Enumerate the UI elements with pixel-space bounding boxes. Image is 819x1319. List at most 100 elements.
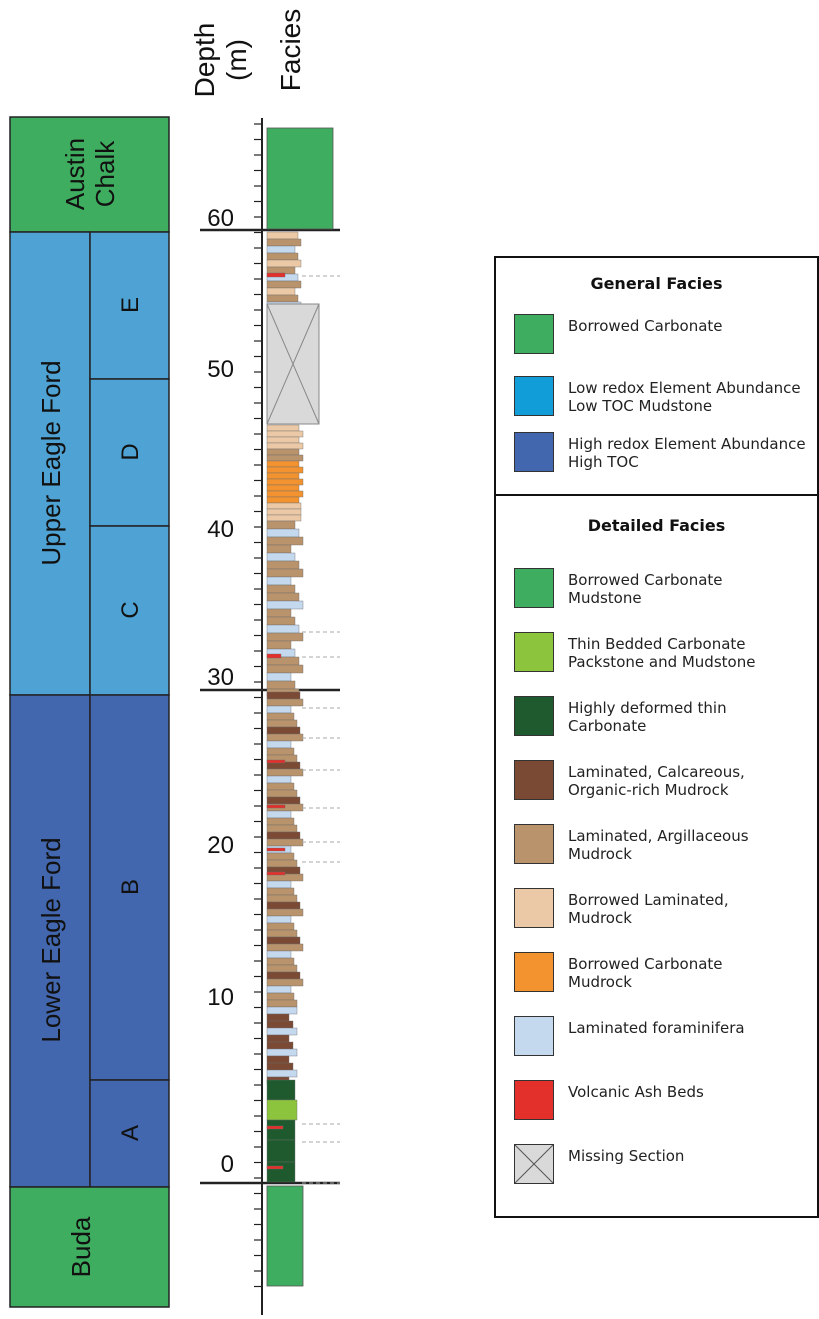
missing-section-block [266,303,320,425]
legend-detailed-swatch [514,696,554,736]
facies-bed [266,782,295,791]
facies-bed [266,448,300,456]
facies-bed [266,287,296,296]
facies-bed [266,992,295,1001]
legend-detailed-item: Volcanic Ash Beds [514,1080,817,1122]
facies-bed [266,943,304,952]
facies-bed [266,442,304,450]
volcanic-ash-bed [266,759,286,764]
depth-label-20: 20 [207,832,234,859]
facies-bed [266,528,300,538]
legend-detailed-item: Laminated, Calcareous, Organic-rich Mudr… [514,760,817,802]
unit-d [89,378,170,527]
facies-bed [266,680,296,690]
facies-bed [266,231,299,240]
facies-bed [266,985,292,994]
facies-bed [266,1099,298,1121]
legend-detailed-item: Highly deformed thin Carbonate [514,696,817,738]
depth-label-40: 40 [207,516,234,543]
formation-lower-eagle-ford [9,694,91,1188]
facies-beds [266,231,340,1184]
facies-bed [266,508,302,516]
formation-upper-eagle-ford [9,231,91,696]
stratigraphic-column: AustinChalk Upper Eagle Ford E D C Lower… [9,116,170,1308]
facies-bed [266,859,298,868]
facies-bed [266,922,295,931]
volcanic-ash-bed [266,1165,284,1170]
facies-log: Depth(m) Facies 60 50 40 30 20 10 0 [190,9,340,1315]
legend-detailed-label: Borrowed Laminated, Mudrock [568,891,729,927]
facies-bed [266,1048,298,1057]
facies-bed [266,608,292,618]
unit-e [89,231,170,380]
facies-bed [266,915,292,924]
unit-c-label: C [117,601,144,618]
legend-general-swatch [514,432,554,472]
legend-general-label: Borrowed Carbonate [568,317,723,335]
legend-detailed-label: Borrowed Carbonate Mudrock [568,955,723,991]
volcanic-ash-bed [266,847,286,852]
facies-bed [266,1034,290,1043]
facies-bed [266,705,292,714]
facies-bed [266,466,304,474]
facies-bed [266,520,296,530]
facies-bed [266,691,301,700]
legend-detailed-label: Thin Bedded Carbonate Packstone and Muds… [568,635,756,671]
facies-bed [266,1041,294,1050]
facies-bed [266,789,298,798]
facies-bed [266,831,301,840]
volcanic-ash-bed [266,871,286,876]
facies-bed [266,929,298,938]
facies-bed [266,656,300,666]
facies-bed [266,1079,296,1101]
facies-bed [266,887,295,896]
legend-detailed-label: Highly deformed thin Carbonate [568,699,727,735]
facies-bed [266,1020,294,1029]
facies-bed [266,1006,298,1015]
formation-upper-eagle-ford-label: Upper Eagle Ford [36,360,66,565]
formation-austin-chalk-label: AustinChalk [60,138,120,210]
facies-bed [266,560,300,570]
facies-bed [266,514,302,522]
facies-bed [266,901,301,910]
facies-bed [266,817,295,826]
facies-bed [266,852,295,861]
legend-detailed-title: Detailed Facies [587,516,726,535]
facies-bed [266,712,295,721]
facies-bed [266,672,292,682]
depth-header: Depth(m) [190,23,252,98]
legend-detailed-item: Borrowed Laminated, Mudrock [514,888,817,930]
legend-detailed-swatch [514,824,554,864]
legend-general-label: Low redox Element Abundance Low TOC Muds… [568,379,801,415]
legend-detailed-item: Laminated, Argillaceous Mudrock [514,824,817,866]
facies-austin-chalk-block [266,127,334,230]
facies-bed [266,747,295,756]
volcanic-ash-bed [266,1125,284,1130]
facies-bed [266,640,292,650]
legend-detailed-label: Volcanic Ash Beds [568,1083,704,1101]
facies-bed [266,624,300,634]
facies-bed [266,726,301,735]
legend-detailed-label: Borrowed Carbonate Mudstone [568,571,723,607]
facies-bed [266,838,304,847]
facies-bed [266,496,300,504]
legend-general-item: Low redox Element Abundance Low TOC Muds… [514,376,817,418]
facies-bed [266,544,292,554]
facies-bed [266,552,296,562]
legend: General Facies Borrowed Carbonate Low red… [494,256,819,1218]
facies-bed [266,894,298,903]
legend-detailed-swatch [514,952,554,992]
facies-bed [266,1055,290,1064]
facies-bed [266,1062,294,1071]
legend-detailed-item: Borrowed Carbonate Mudstone [514,568,817,610]
facies-bed [266,796,301,805]
unit-a [89,1079,170,1188]
facies-buda-block [266,1185,304,1287]
facies-header: Facies [275,9,306,91]
facies-bed [266,478,304,486]
legend-detailed-swatch [514,1080,554,1120]
facies-bed [266,1119,296,1141]
facies-bed [266,430,304,438]
facies-bed [266,454,304,462]
unit-e-label: E [117,297,144,313]
